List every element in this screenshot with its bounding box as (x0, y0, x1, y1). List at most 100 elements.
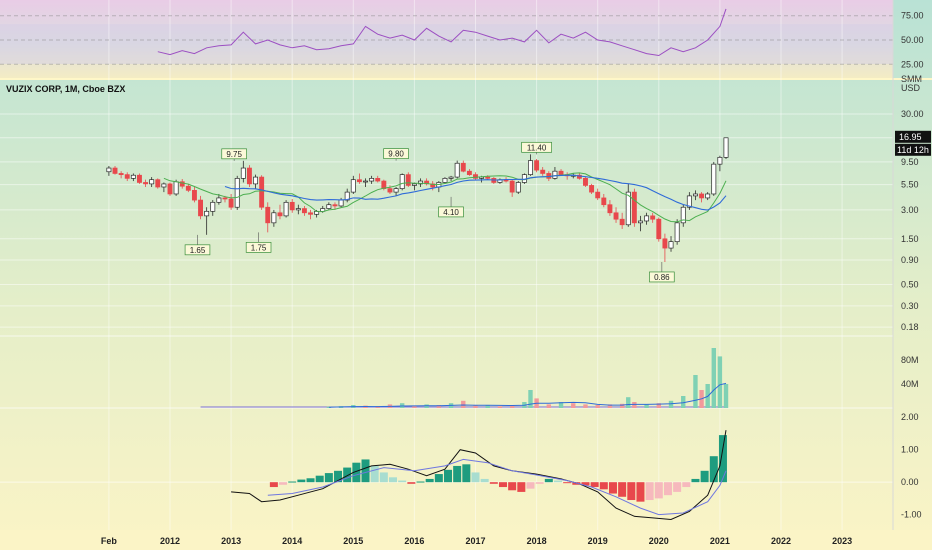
candle-bull (693, 193, 698, 197)
candle-bear (228, 198, 234, 208)
candle-bull (149, 179, 155, 185)
last-price-tag (895, 130, 931, 143)
macd-histogram-bar (269, 482, 278, 488)
candle-bear (124, 174, 130, 179)
volume-bar (717, 356, 723, 408)
candle-bear (143, 182, 149, 185)
candle-bear (265, 206, 271, 224)
candle-bear (631, 191, 637, 224)
candle-bull (350, 179, 356, 193)
price-tick-label: 30.00 (901, 109, 924, 119)
candle-bull (253, 176, 258, 185)
candle-bear (576, 174, 582, 179)
macd-histogram-bar (682, 482, 691, 488)
candle-bear (662, 238, 668, 249)
macd-histogram-bar (352, 462, 361, 483)
macd-histogram-bar (398, 480, 407, 483)
x-tick-label: 2014 (282, 536, 302, 546)
candle-bear (191, 189, 197, 201)
macd-histogram-bar (480, 478, 489, 483)
candle-bull (369, 178, 375, 182)
macd-histogram-bar (453, 465, 462, 483)
candle-bear (259, 176, 265, 208)
volume-bar (497, 406, 503, 408)
volume-bar (668, 400, 674, 408)
volume-bar (485, 405, 490, 408)
annotation-box (438, 206, 464, 218)
macd-histogram-bar (306, 478, 315, 483)
price-axis-cut-label: SMM (901, 74, 922, 84)
macd-histogram-bar (645, 482, 654, 501)
rsi-tick-label: 75.00 (901, 11, 924, 21)
volume-bar (473, 405, 478, 408)
candle-bear (277, 212, 283, 217)
candle-bear (619, 218, 625, 226)
candle-bear (558, 170, 564, 175)
candle-bear (308, 212, 313, 215)
macd-histogram-bar (334, 470, 343, 483)
candle-bull (210, 201, 216, 212)
candle-bull (363, 180, 368, 183)
x-tick-label: 2021 (710, 536, 730, 546)
candle-bear (601, 197, 607, 206)
candle-bull (515, 182, 521, 193)
candle-bear (583, 178, 588, 186)
candle-bull (454, 162, 460, 178)
rsi-tick-label: 50.00 (901, 35, 924, 45)
candle-bear (613, 212, 619, 220)
rsi-tick-label: 25.00 (901, 59, 924, 69)
price-tick-label: 0.30 (901, 301, 919, 311)
annotation-label: 1.65 (190, 246, 206, 255)
candle-bull (686, 195, 692, 208)
volume-bar (626, 397, 631, 408)
volume-bar (681, 396, 686, 408)
candle-bear (332, 204, 338, 207)
candle-bear (198, 199, 203, 217)
moving-average-green (163, 172, 727, 223)
macd-histogram-bar (297, 479, 306, 483)
macd-histogram-bar (361, 459, 370, 483)
macd-histogram-bar (489, 482, 498, 484)
macd-histogram-bar (434, 474, 443, 483)
macd-histogram-bar (379, 472, 388, 483)
annotation-label: 1.75 (251, 243, 267, 252)
volume-bar (656, 403, 661, 408)
annotation-box (383, 148, 409, 159)
volume-bar (326, 406, 332, 408)
candle-bull (326, 204, 332, 209)
chart-title: VUZIX CORP, 1M, Cboe BZX (6, 84, 126, 94)
candle-bear (534, 160, 540, 171)
candle-bull (644, 215, 650, 222)
candle-bull (344, 191, 350, 201)
x-tick-label: 2023 (832, 536, 852, 546)
macd-tick-label: 0.00 (901, 477, 919, 487)
macd-histogram-bar (462, 464, 471, 483)
price-currency-label: USD (901, 83, 921, 93)
macd-histogram-bar (673, 482, 682, 492)
candle-bull (674, 222, 680, 243)
volume-bar (412, 405, 417, 408)
candle-bear (485, 176, 491, 179)
annotation-label: 0.86 (654, 273, 670, 282)
macd-histogram-bar (343, 467, 352, 483)
volume-bar (723, 384, 729, 408)
macd-histogram-bar (599, 482, 608, 490)
macd-line (231, 430, 727, 521)
candle-bull (106, 167, 112, 173)
volume-bar (583, 404, 588, 408)
candle-bull (240, 167, 246, 179)
annotation-box (184, 244, 211, 256)
candle-bear (607, 204, 613, 214)
candle-bull (448, 176, 454, 179)
candle-bull (204, 210, 210, 217)
rsi-panel-background (0, 0, 893, 78)
price-tick-label: 0.18 (901, 322, 919, 332)
candle-bear (155, 179, 161, 188)
candle-bear (222, 197, 228, 200)
macd-histogram-bar (425, 478, 434, 483)
volume-tick-label: 40M (901, 379, 919, 389)
macd-histogram-bar (498, 482, 507, 488)
candle-bull (399, 174, 405, 189)
volume-bar (509, 405, 515, 408)
